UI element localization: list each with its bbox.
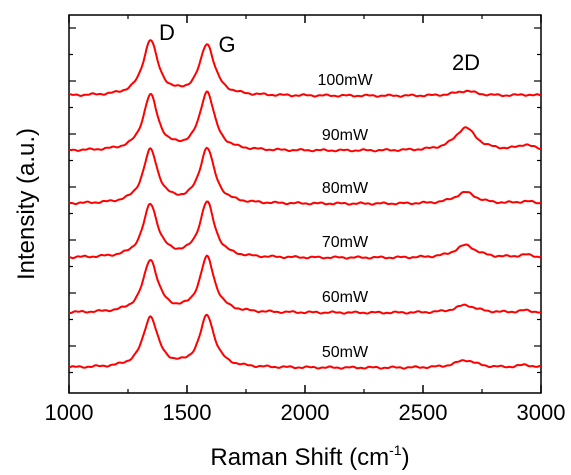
x-tick-label: 2500 — [399, 400, 448, 425]
series-label: 90mW — [322, 127, 369, 144]
x-tick-label: 2000 — [281, 400, 330, 425]
x-tick-label: 1500 — [163, 400, 212, 425]
series-label: 70mW — [322, 234, 369, 251]
chart-labels: 1000 1500 2000 2500 3000 100mW 90mW 80mW 70mW 60m… — [45, 20, 566, 425]
series-label: 80mW — [322, 180, 369, 197]
x-tick-label: 1000 — [45, 400, 94, 425]
x-axis-title: Raman Shift (cm-1) — [210, 442, 409, 471]
spectrum-line-70mW — [68, 200, 542, 260]
spectrum-line-50mW — [68, 313, 541, 370]
series-label: 50mW — [322, 344, 369, 361]
spectrum-line-60mW — [68, 254, 542, 315]
peak-label-D: D — [159, 20, 175, 45]
spectrum-line-100mW — [69, 39, 542, 98]
peak-label-2D: 2D — [452, 50, 480, 75]
x-tick-label: 3000 — [517, 400, 566, 425]
spectrum-line-90mW — [68, 90, 541, 153]
spectrum-line-80mW — [68, 146, 542, 206]
series-group — [68, 39, 542, 370]
y-axis-title: Intensity (a.u.) — [13, 128, 40, 280]
peak-label-G: G — [218, 32, 235, 57]
x-axis-title-sup: -1 — [389, 442, 402, 458]
series-label: 100mW — [317, 72, 373, 89]
series-label: 60mW — [322, 289, 369, 306]
x-axis-title-main: Raman Shift (cm — [210, 444, 389, 471]
x-axis-title-close: ) — [402, 444, 410, 471]
axis-ticks — [68, 15, 542, 393]
